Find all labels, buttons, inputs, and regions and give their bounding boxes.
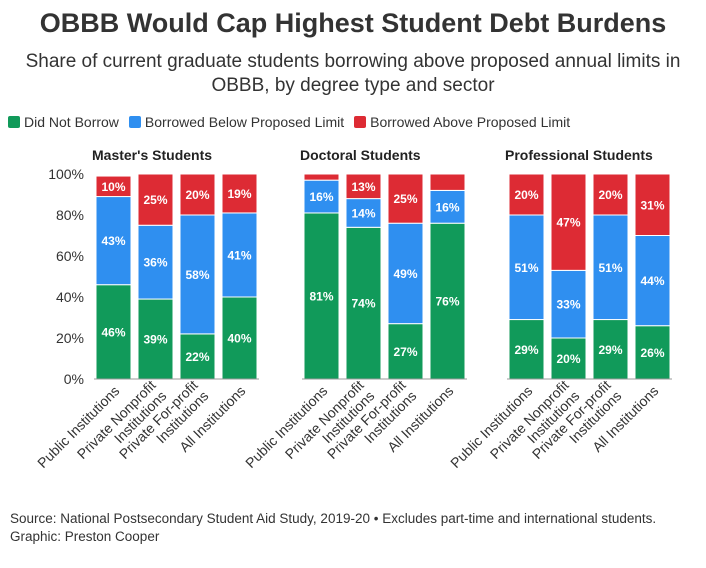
bar-segment	[303, 179, 340, 214]
data-label: 74%	[351, 297, 375, 311]
bar-segment	[634, 235, 671, 327]
bar-segment	[179, 173, 216, 216]
bar-segment	[179, 214, 216, 335]
legend-swatch	[8, 116, 20, 128]
bar-segment	[221, 296, 258, 380]
bar-segment	[550, 337, 587, 380]
bar-segment	[221, 173, 258, 214]
y-tick-label: 60%	[56, 248, 84, 264]
y-tick-label: 100%	[48, 166, 84, 182]
y-tick-label: 80%	[56, 207, 84, 223]
data-label: 16%	[435, 200, 459, 214]
bar-segment	[137, 173, 174, 226]
legend-label: Borrowed Above Proposed Limit	[370, 114, 571, 130]
bar-segment	[634, 173, 671, 236]
bar-segment	[137, 298, 174, 380]
data-label: 47%	[556, 216, 580, 230]
bar-segment	[345, 173, 382, 200]
data-label: 40%	[227, 332, 251, 346]
bar-segment	[592, 214, 629, 321]
stacked-bar-chart: 0% 20% 40% 60% 80% 100% Master's Students 46% 43…	[34, 147, 672, 471]
bar-segment	[387, 222, 424, 325]
bar-segment	[221, 212, 258, 298]
y-tick-label: 40%	[56, 289, 84, 305]
bar-segment	[508, 214, 545, 321]
bar-segment	[592, 173, 629, 216]
chart-title: OBBB Would Cap Highest Student Debt Burd…	[39, 8, 667, 38]
data-label: 51%	[598, 261, 622, 275]
legend: Did Not Borrow Borrowed Below Proposed L…	[8, 114, 570, 130]
data-label: 14%	[351, 206, 375, 220]
legend-label: Did Not Borrow	[24, 114, 119, 130]
data-label: 51%	[514, 261, 538, 275]
data-label: 25%	[143, 193, 167, 207]
bar-segment	[508, 173, 545, 216]
data-label: 36%	[143, 256, 167, 270]
bar-segment	[345, 198, 382, 228]
source-note: Source: National Postsecondary Student A…	[10, 511, 657, 526]
data-label: 44%	[640, 274, 664, 288]
data-label: 39%	[143, 333, 167, 347]
bar-segment	[508, 319, 545, 380]
data-label: 76%	[435, 295, 459, 309]
data-label: 29%	[514, 343, 538, 357]
legend-item-borrowed-below: Borrowed Below Proposed Limit	[128, 114, 345, 130]
footer: Source: National Postsecondary Student A…	[10, 510, 696, 546]
bar-segment	[95, 196, 132, 286]
data-label: 81%	[309, 289, 333, 303]
panel-title: Doctoral Students	[300, 147, 421, 163]
data-label: 29%	[598, 343, 622, 357]
legend-label: Borrowed Below Proposed Limit	[144, 114, 345, 130]
bar-segment	[429, 173, 466, 191]
data-label: 41%	[227, 248, 251, 262]
data-label: 16%	[309, 190, 333, 204]
bar-segment	[345, 226, 382, 380]
data-label: 46%	[101, 325, 125, 339]
data-label: 31%	[640, 198, 664, 212]
legend-swatch	[354, 116, 367, 128]
data-label: 19%	[227, 187, 251, 201]
data-label: 27%	[393, 345, 417, 359]
panel-title: Master's Students	[92, 147, 212, 163]
bar-segment	[95, 284, 132, 380]
bar-segment	[303, 212, 340, 380]
data-label: 20%	[556, 352, 580, 366]
data-label: 20%	[514, 188, 538, 202]
data-label: 25%	[393, 192, 417, 206]
data-label: 10%	[101, 180, 125, 194]
data-label: 58%	[185, 268, 209, 282]
y-tick-label: 20%	[56, 330, 84, 346]
bar-segment	[429, 189, 466, 224]
legend-item-did-not-borrow: Did Not Borrow	[8, 114, 119, 130]
data-label: 13%	[351, 180, 375, 194]
data-label: 49%	[393, 267, 417, 281]
legend-swatch	[128, 116, 141, 128]
legend-item-borrowed-above: Borrowed Above Proposed Limit	[354, 114, 570, 130]
data-label: 33%	[556, 298, 580, 312]
y-tick-label: 0%	[64, 371, 84, 387]
bar-segment	[550, 269, 587, 339]
graphic-credit: Graphic: Preston Cooper	[10, 529, 160, 544]
chart-subtitle: Share of current graduate students borro…	[25, 51, 681, 96]
data-label: 20%	[598, 188, 622, 202]
data-label: 22%	[185, 350, 209, 364]
bar-segment	[550, 173, 587, 271]
panel-title: Professional Students	[505, 147, 653, 163]
data-label: 20%	[185, 188, 209, 202]
data-label: 43%	[101, 234, 125, 248]
data-label: 26%	[640, 346, 664, 360]
bar-segment	[303, 173, 340, 181]
bar-segment	[387, 173, 424, 224]
bar-segment	[95, 175, 132, 198]
